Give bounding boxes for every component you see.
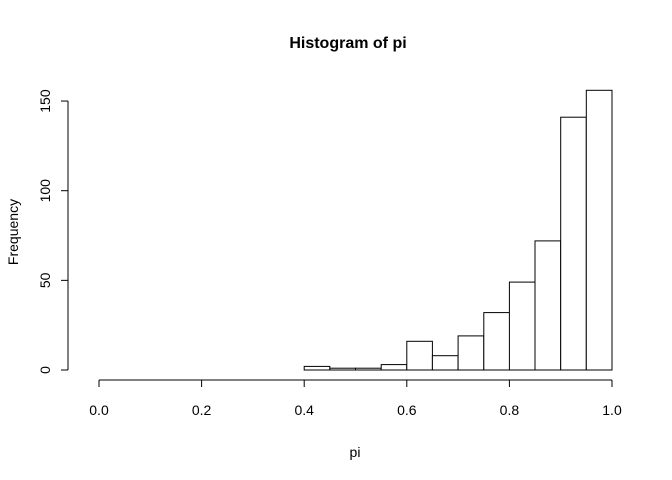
histogram-bar [355,367,382,371]
x-tick-label: 0.6 [397,402,417,418]
histogram-bar [380,364,408,371]
chart-title: Histogram of pi [289,35,406,52]
histogram-bar [303,365,331,371]
y-axis-title: Frequency [5,199,21,265]
y-tick-label: 150 [37,89,53,113]
histogram-bar [483,312,510,371]
histogram-bar [560,116,587,371]
x-tick-label: 0.0 [89,402,109,418]
x-tick-label: 0.4 [294,402,314,418]
histogram-bar [431,355,459,371]
histogram-bar [457,335,485,371]
y-axis-ticks: 0 50 100 150 [37,89,68,374]
y-tick-label: 0 [37,366,53,374]
y-tick-label: 100 [37,179,53,203]
histogram-bar [585,89,613,371]
y-tick-label: 50 [37,272,53,288]
x-axis-ticks: 0.0 0.2 0.4 0.6 0.8 1.0 [89,380,622,418]
x-tick-label: 0.8 [500,402,520,418]
x-axis-title: pi [350,444,361,460]
histogram-bar [508,281,536,371]
histogram-bar [406,340,433,371]
x-tick-label: 1.0 [602,402,622,418]
histogram-bars [303,89,613,371]
histogram-bar [534,240,562,371]
histogram-bar [329,367,356,371]
x-tick-label: 0.2 [192,402,212,418]
